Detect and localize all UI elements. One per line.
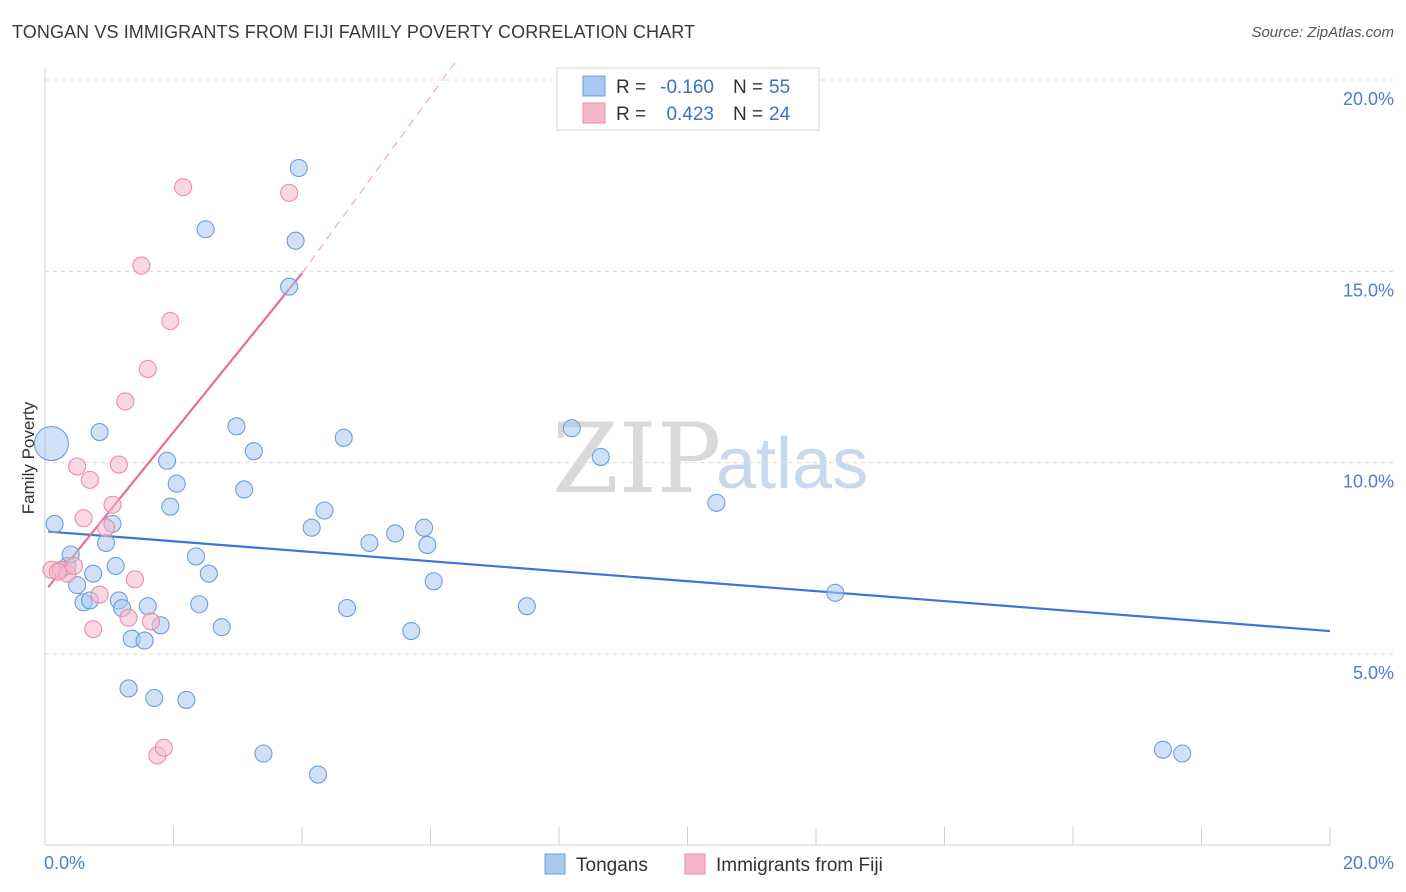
fiji-point: [138, 359, 157, 378]
tongan-point: [286, 231, 305, 250]
legend-swatch-fiji: [582, 102, 606, 124]
fiji-point: [64, 556, 83, 576]
legend-swatch-tongans: [582, 75, 606, 97]
tongan-point: [280, 277, 299, 296]
tongan-point: [161, 497, 180, 516]
tongan-point: [289, 158, 308, 178]
tongan-point: [360, 533, 379, 553]
tongan-point: [158, 451, 177, 470]
tongan-point: [302, 518, 321, 537]
fiji-point: [96, 518, 116, 537]
trend-extension-1: [301, 60, 457, 274]
fiji-point: [174, 178, 193, 197]
fiji-point: [116, 392, 135, 411]
y-tick-label: 15.0%: [1343, 280, 1394, 300]
tongan-point: [315, 501, 334, 520]
legend-r-label-1: R =: [616, 77, 646, 98]
tongan-point: [106, 556, 125, 576]
trend-line-1: [47, 272, 303, 588]
chart-title: TONGAN VS IMMIGRANTS FROM FIJI FAMILY PO…: [12, 22, 696, 42]
legend-n-value-1: 55: [769, 77, 790, 98]
tongan-point: [177, 690, 196, 709]
fiji-point: [84, 620, 103, 639]
correlation-legend: R = -0.160 N = 55 R = 0.423 N = 24: [556, 67, 820, 131]
bottom-legend-swatch-tongans: [544, 853, 566, 875]
fiji-point: [68, 457, 87, 476]
fiji-point: [103, 495, 122, 514]
tongan-point: [707, 493, 726, 512]
tongan-point: [309, 765, 328, 784]
fiji-point: [80, 470, 100, 489]
tongan-point: [1173, 744, 1192, 763]
legend-r-value-2: 0.423: [666, 104, 714, 125]
fiji-point: [280, 183, 299, 202]
tongan-point: [199, 564, 218, 583]
tongan-point: [227, 417, 246, 436]
series-legend: Tongans Immigrants from Fiji: [544, 853, 883, 876]
tongan-point: [244, 442, 263, 461]
y-tick-label: 5.0%: [1353, 663, 1394, 683]
data-points: [33, 158, 1192, 784]
y-axis-label: Family Poverty: [19, 401, 38, 514]
tongan-point: [45, 514, 64, 533]
trend-lines: [47, 60, 1331, 633]
tongan-point: [386, 524, 405, 543]
legend-n-label-1: N =: [733, 77, 763, 98]
y-tick-label: 10.0%: [1343, 472, 1394, 492]
y-tick-label: 20.0%: [1343, 89, 1394, 109]
tongan-point: [190, 595, 209, 614]
tongan-point: [337, 599, 357, 618]
tongan-point: [591, 447, 610, 466]
x-tick-max: 20.0%: [1343, 853, 1394, 873]
bottom-legend-label-tongans: Tongans: [576, 855, 648, 876]
fiji-point: [125, 570, 144, 589]
trend-line-0: [48, 530, 1331, 633]
fiji-point: [74, 509, 93, 528]
tongan-point: [424, 572, 443, 591]
tongan-point: [212, 618, 231, 637]
fiji-point: [154, 738, 173, 757]
tongan-point: [254, 744, 273, 763]
legend-n-label-2: N =: [733, 104, 763, 125]
x-tick-min: 0.0%: [44, 853, 85, 873]
tongan-point: [145, 688, 164, 708]
gridlines: 5.0% 10.0% 15.0% 20.0%: [45, 79, 1395, 683]
tongan-point: [415, 518, 434, 537]
watermark-zip: ZIP: [552, 403, 721, 515]
bottom-legend-swatch-fiji: [684, 853, 706, 875]
legend-n-value-2: 24: [769, 104, 791, 125]
tongan-point: [119, 679, 138, 698]
tongan-point: [96, 533, 116, 553]
tongan-point: [90, 423, 109, 442]
tongan-point: [402, 621, 421, 641]
tongan-point: [167, 474, 186, 493]
tongan-point: [135, 631, 154, 650]
bottom-legend-label-fiji: Immigrants from Fiji: [716, 855, 883, 876]
fiji-point: [90, 585, 109, 604]
tongan-point: [33, 425, 69, 462]
tongan-point: [334, 428, 353, 447]
tongan-point: [235, 480, 254, 499]
fiji-point: [132, 256, 151, 275]
tongan-point: [517, 597, 536, 616]
legend-r-label-2: R =: [616, 104, 646, 125]
fiji-point: [141, 612, 161, 631]
tongan-point: [418, 535, 437, 554]
tongan-point: [562, 419, 581, 438]
tongan-point: [186, 547, 206, 566]
watermark-atlas: atlas: [716, 424, 868, 504]
tongan-point: [84, 564, 103, 583]
tongan-point: [138, 597, 157, 616]
fiji-point: [119, 608, 138, 627]
tongan-point: [826, 583, 845, 602]
legend-r-value-1: -0.160: [660, 77, 714, 98]
tongan-point: [1153, 740, 1172, 759]
fiji-point: [109, 455, 128, 474]
fiji-point: [48, 562, 67, 581]
fiji-point: [161, 312, 180, 331]
source-label: Source: ZipAtlas.com: [1251, 24, 1394, 41]
tongan-point: [196, 220, 215, 239]
